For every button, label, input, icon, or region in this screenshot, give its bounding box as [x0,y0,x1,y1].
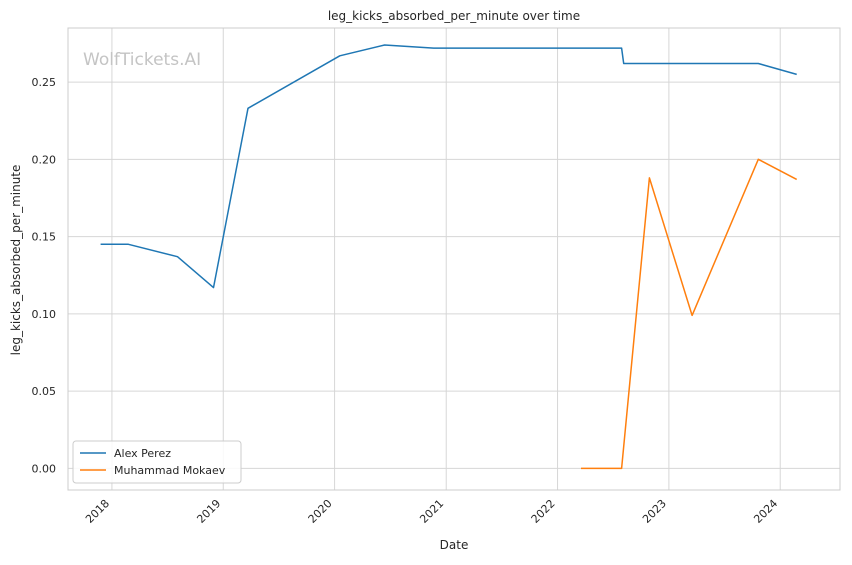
legend: Alex Perez Muhammad Mokaev [73,441,241,483]
y-tick-label: 0.20 [32,153,57,166]
x-axis-title: Date [440,538,469,552]
y-tick-label: 0.05 [32,385,57,398]
y-tick-label: 0.25 [32,76,57,89]
legend-label-alex-perez: Alex Perez [114,447,171,460]
chart-title: leg_kicks_absorbed_per_minute over time [328,9,580,23]
watermark: WolfTickets.AI [83,50,201,70]
y-tick-label: 0.15 [32,231,57,244]
legend-label-muhammad-mokaev: Muhammad Mokaev [114,464,226,477]
y-axis-title: leg_kicks_absorbed_per_minute [9,165,23,356]
y-tick-label: 0.10 [32,308,57,321]
y-tick-label: 0.00 [32,462,57,475]
